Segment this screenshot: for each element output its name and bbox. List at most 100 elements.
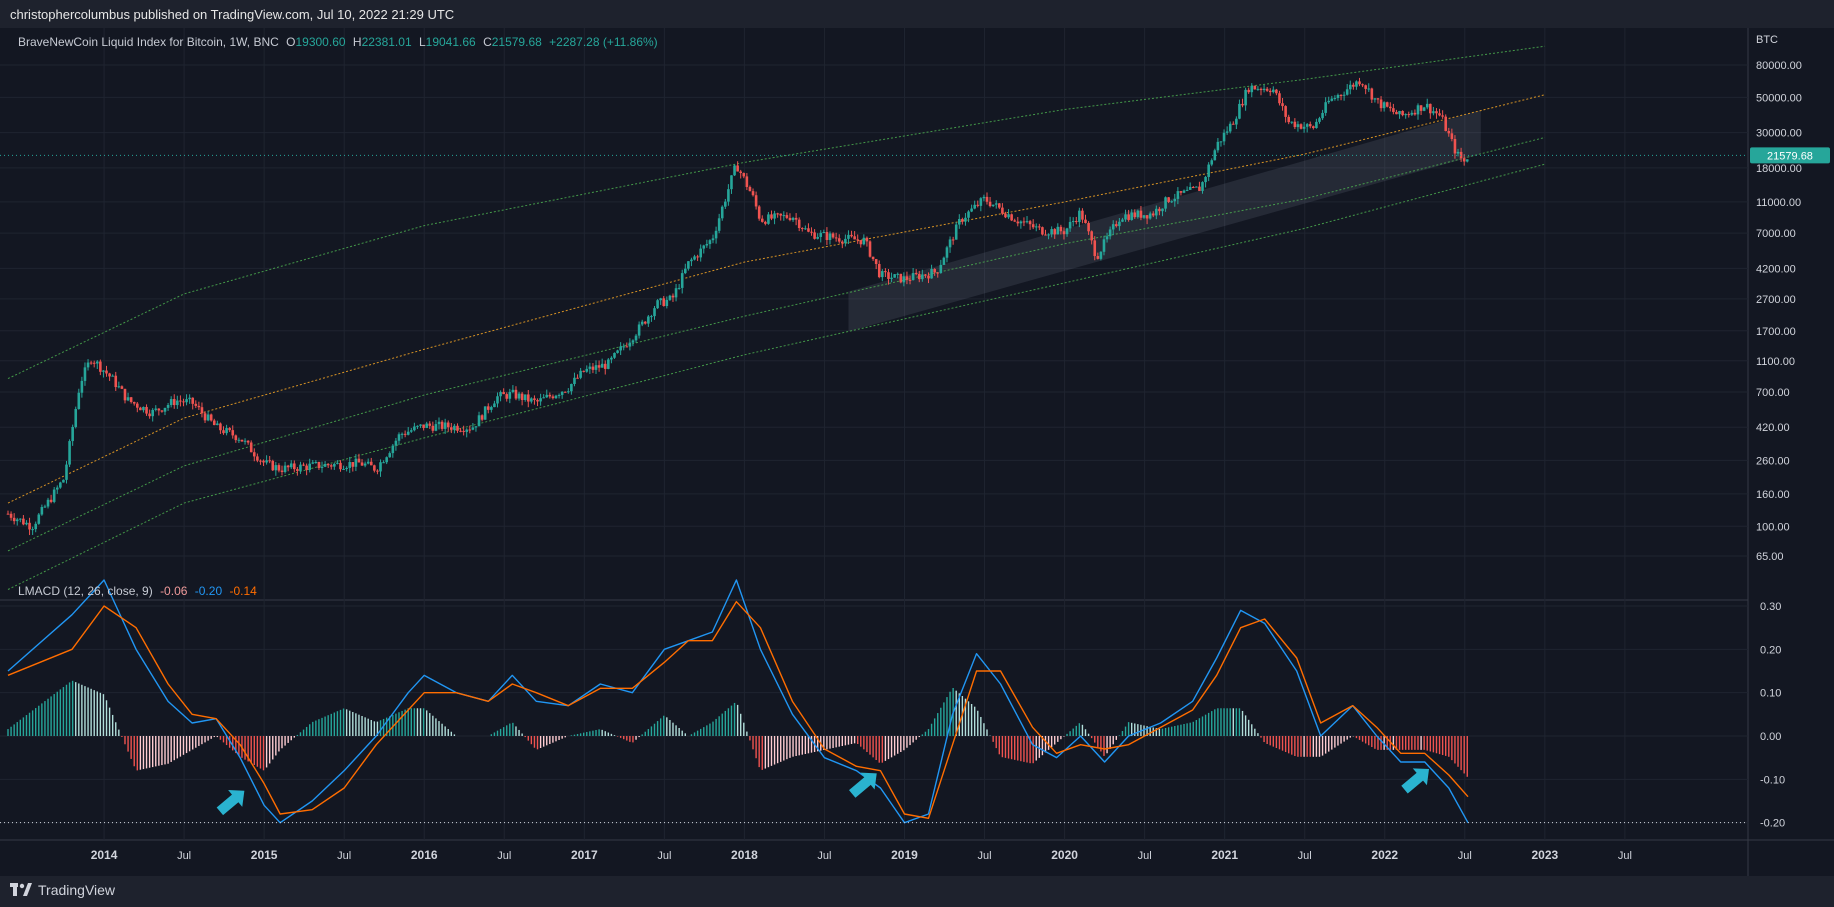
- candle-body: [877, 263, 881, 278]
- candle-body: [545, 394, 549, 398]
- candle-body: [662, 298, 666, 307]
- candle-body: [126, 397, 130, 401]
- candle-body: [1102, 239, 1106, 252]
- price-tick-label: 2700.00: [1756, 294, 1796, 306]
- candle-body: [176, 400, 179, 406]
- candle-body: [841, 241, 844, 244]
- candle-body: [209, 414, 213, 421]
- candle-body: [1121, 219, 1124, 222]
- candle-body: [1355, 81, 1358, 87]
- candle-body: [219, 423, 222, 431]
- candle-body: [431, 425, 435, 431]
- candle-body: [1459, 151, 1463, 159]
- candle-body: [1056, 226, 1060, 235]
- candle-body: [437, 421, 441, 425]
- tradingview-logo[interactable]: TradingView: [10, 882, 115, 898]
- candle-body: [600, 363, 604, 368]
- time-tick-label: 2014: [91, 848, 118, 862]
- candle-body: [329, 465, 333, 467]
- macd-legend: LMACD (12, 26, close, 9) -0.06 -0.20 -0.…: [18, 584, 257, 598]
- candle-body: [486, 406, 490, 410]
- candle-body: [505, 394, 509, 399]
- candle-body: [800, 228, 804, 230]
- candle-body: [699, 248, 702, 258]
- candle-body: [881, 271, 884, 278]
- candle-body: [416, 425, 419, 427]
- candle-body: [979, 198, 983, 206]
- candle-body: [607, 359, 610, 369]
- candle-body: [1071, 221, 1075, 223]
- candle-body: [1081, 210, 1084, 220]
- candle-body: [108, 373, 111, 377]
- candle-body: [871, 256, 875, 260]
- candle-body: [668, 295, 672, 300]
- candle-body: [477, 415, 481, 427]
- candle-body: [560, 391, 564, 395]
- candle-body: [283, 465, 287, 473]
- candle-body: [1016, 221, 1020, 224]
- candle-body: [139, 407, 142, 411]
- candle-body: [582, 370, 586, 372]
- candle-body: [259, 460, 262, 462]
- candle-body: [369, 461, 373, 466]
- candle-body: [163, 407, 167, 412]
- candle-body: [508, 392, 512, 399]
- candle-body: [1219, 141, 1223, 143]
- candle-body: [874, 259, 878, 264]
- candle-body: [573, 377, 576, 384]
- candle-body: [939, 264, 943, 273]
- time-tick-label: 2021: [1211, 848, 1238, 862]
- candle-body: [1010, 214, 1013, 221]
- candle-body: [314, 461, 318, 463]
- candle-body: [887, 272, 890, 279]
- candle-body: [736, 165, 739, 172]
- candle-body: [1004, 213, 1007, 218]
- candle-body: [425, 423, 428, 428]
- candle-body: [588, 366, 592, 369]
- candle-body: [742, 173, 746, 177]
- price-tick-label: 100.00: [1756, 521, 1790, 533]
- price-tick-label: 1700.00: [1756, 326, 1796, 338]
- candle-body: [323, 464, 327, 467]
- candle-body: [1456, 151, 1460, 154]
- candle-body: [1130, 212, 1133, 220]
- support-band: [848, 110, 1481, 332]
- candle-body: [1256, 88, 1260, 90]
- candle-body: [1413, 112, 1417, 115]
- candle-body: [1330, 98, 1334, 101]
- candle-body: [252, 452, 256, 457]
- candle-body: [65, 464, 68, 480]
- candle-body: [172, 399, 176, 406]
- candle-body: [837, 238, 841, 242]
- chart-canvas[interactable]: 21579.68 BTC 80000.00 50000.00 30000.00 18000…: [0, 28, 1834, 876]
- candle-body: [893, 274, 896, 278]
- candle-body: [1302, 126, 1306, 129]
- candle-body: [733, 165, 736, 176]
- candle-body: [391, 445, 395, 454]
- candle-body: [1210, 160, 1214, 165]
- candle-body: [474, 426, 478, 428]
- candle-body: [493, 403, 496, 408]
- candle-body: [339, 462, 342, 470]
- candle-body: [785, 215, 789, 218]
- candle-body: [385, 457, 388, 463]
- trend-arrow: [216, 790, 245, 816]
- candle-body: [1312, 126, 1315, 129]
- candle-body: [6, 513, 10, 515]
- candle-body: [739, 171, 743, 174]
- candle-body: [914, 273, 918, 275]
- time-tick-label: Jul: [817, 850, 831, 862]
- candle-body: [1087, 223, 1090, 232]
- candle-body: [1419, 105, 1423, 111]
- candle-body: [942, 257, 946, 265]
- candle-body: [1207, 164, 1210, 177]
- candle-body: [665, 299, 669, 307]
- candle-body: [643, 321, 647, 324]
- candle-body: [514, 389, 518, 399]
- candle-body: [382, 462, 385, 464]
- candle-body: [964, 217, 967, 222]
- candle-body: [631, 340, 635, 343]
- candle-body: [597, 365, 601, 368]
- candle-body: [717, 218, 721, 231]
- candle-body: [268, 460, 271, 462]
